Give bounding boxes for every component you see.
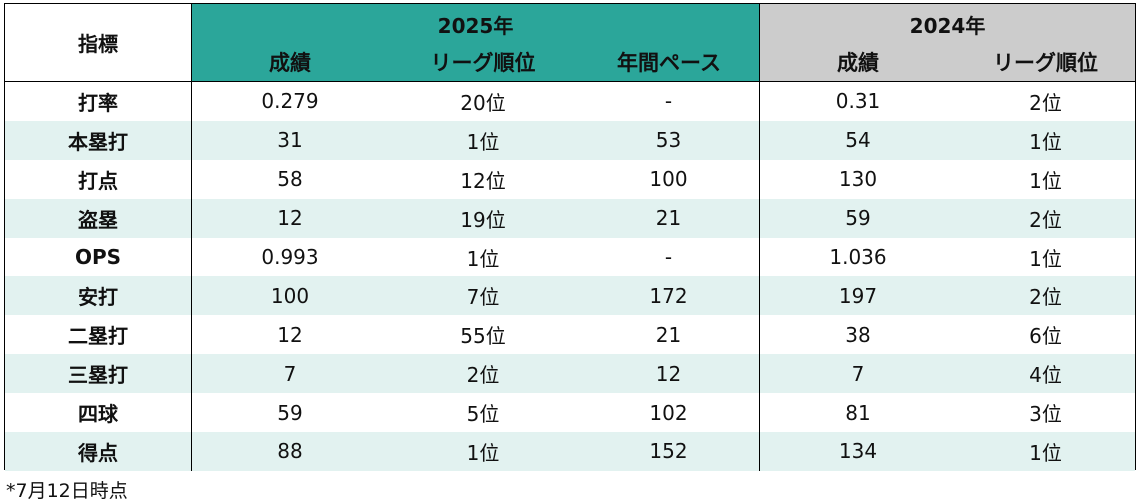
header-group-2025: 2025年 成績 リーグ順位 年間ペース xyxy=(192,4,760,82)
rank-2024-cell: 1位 xyxy=(1029,246,1062,271)
pace-2025-cell: 12 xyxy=(578,354,760,394)
rank-2024-cell: 2位 xyxy=(956,198,1135,238)
rank-2025-cell: 55位 xyxy=(460,324,506,349)
pace-2025-cell: 152 xyxy=(578,432,760,471)
table-row: 二塁打 12 55位 21 38 6位 xyxy=(5,315,1135,355)
pace-2025-cell: 53 xyxy=(578,120,760,160)
rank-2024-cell: 2位 xyxy=(1029,90,1062,115)
rank-2025-cell: 1位 xyxy=(388,120,578,160)
table-row: 打率 0.279 20位 - 0.31 2位 xyxy=(5,82,1135,121)
stat-2025-cell: 0.993 xyxy=(261,245,319,269)
rank-2024-cell: 2位 xyxy=(956,276,1135,316)
pace-2025-cell: - xyxy=(578,82,760,121)
rank-2024-cell: 3位 xyxy=(1029,402,1062,427)
table-row: 安打 100 7位 172 197 2位 xyxy=(5,276,1135,316)
metric-cell: 得点 xyxy=(5,432,192,471)
col-header-2024-rank: リーグ順位 xyxy=(993,51,1098,75)
col-header-2025-pace: 年間ペース xyxy=(617,51,721,75)
rank-2024-cell: 1位 xyxy=(956,432,1135,471)
metric-column-header: 指標 xyxy=(5,4,192,82)
footnote: *7月12日時点 xyxy=(6,480,128,502)
stat-2025-cell: 100 xyxy=(192,276,388,316)
metric-cell: 盗塁 xyxy=(5,198,192,238)
rank-2024-cell: 1位 xyxy=(1029,168,1062,193)
header-group-2024: 2024年 成績 リーグ順位 xyxy=(760,4,1135,82)
stat-2025-cell: 59 xyxy=(277,400,303,425)
table-row: 得点 88 1位 152 134 1位 xyxy=(5,432,1135,471)
stat-2024-cell: 7 xyxy=(760,354,956,394)
rank-2025-cell: 12位 xyxy=(460,168,506,193)
stat-2024-cell: 130 xyxy=(838,167,878,192)
pace-2025-cell: 21 xyxy=(578,315,760,355)
metric-cell: 四球 xyxy=(5,393,192,433)
stats-table: 指標 2025年 成績 リーグ順位 年間ペース 2024年 成績 リーグ順位 打… xyxy=(4,3,1136,471)
stat-2024-cell: 0.31 xyxy=(835,89,881,114)
rank-2025-cell: 20位 xyxy=(460,90,506,115)
stat-2025-cell: 12 xyxy=(277,322,303,347)
table-row: 打点 58 12位 100 130 1位 xyxy=(5,159,1135,199)
col-header-2024-stat: 成績 xyxy=(837,51,879,75)
rank-2024-cell: 1位 xyxy=(956,120,1135,160)
stat-2024-cell: 134 xyxy=(760,432,956,471)
stat-2025-cell: 31 xyxy=(192,120,388,160)
rank-2024-cell: 6位 xyxy=(1029,324,1062,349)
table-row: 三塁打 7 2位 12 7 4位 xyxy=(5,354,1135,394)
metric-cell: 安打 xyxy=(5,276,192,316)
stat-2025-cell: 7 xyxy=(192,354,388,394)
metric-cell: 二塁打 xyxy=(5,315,192,355)
pace-2025-cell: 100 xyxy=(578,159,760,199)
table-row: OPS 0.993 1位 - 1.036 1位 xyxy=(5,237,1135,277)
pace-2025-cell: 102 xyxy=(578,393,760,433)
stat-2025-cell: 12 xyxy=(192,198,388,238)
metric-cell: 三塁打 xyxy=(5,354,192,394)
rank-2025-cell: 5位 xyxy=(466,402,500,427)
table-row: 本塁打 31 1位 53 54 1位 xyxy=(5,120,1135,160)
metric-cell: OPS xyxy=(5,237,192,277)
col-header-2025-stat: 成績 xyxy=(269,51,311,75)
stat-2024-cell: 38 xyxy=(845,322,871,347)
table-row: 盗塁 12 19位 21 59 2位 xyxy=(5,198,1135,238)
pace-2025-cell: 21 xyxy=(578,198,760,238)
metric-cell: 本塁打 xyxy=(5,120,192,160)
stat-2024-cell: 81 xyxy=(845,400,871,425)
stat-2024-cell: 59 xyxy=(760,198,956,238)
stat-2025-cell: 88 xyxy=(192,432,388,471)
table-row: 四球 59 5位 102 81 3位 xyxy=(5,393,1135,433)
rank-2025-cell: 2位 xyxy=(388,354,578,394)
rank-2025-cell: 1位 xyxy=(388,432,578,471)
stat-2024-cell: 54 xyxy=(760,120,956,160)
rank-2025-cell: 1位 xyxy=(466,246,500,271)
metric-cell: 打率 xyxy=(5,82,192,121)
stat-2025-cell: 58 xyxy=(277,167,303,192)
pace-2025-cell: - xyxy=(578,237,760,277)
rank-2025-cell: 7位 xyxy=(388,276,578,316)
stat-2025-cell: 0.279 xyxy=(261,89,319,114)
stat-2024-cell: 197 xyxy=(760,276,956,316)
metric-header-label: 指標 xyxy=(78,32,118,56)
group-title-2025: 2025年 xyxy=(437,14,514,38)
rank-2025-cell: 19位 xyxy=(388,198,578,238)
pace-2025-cell: 172 xyxy=(578,276,760,316)
stat-2024-cell: 1.036 xyxy=(829,245,887,269)
group-title-2024: 2024年 xyxy=(909,14,986,38)
col-header-2025-rank: リーグ順位 xyxy=(430,51,536,75)
table-body: 打率 0.279 20位 -0.31 2位 本塁打 31 1位 53 54 1位 打点 58 12位 100… xyxy=(5,82,1135,471)
metric-cell: 打点 xyxy=(5,159,192,199)
rank-2024-cell: 4位 xyxy=(956,354,1135,394)
